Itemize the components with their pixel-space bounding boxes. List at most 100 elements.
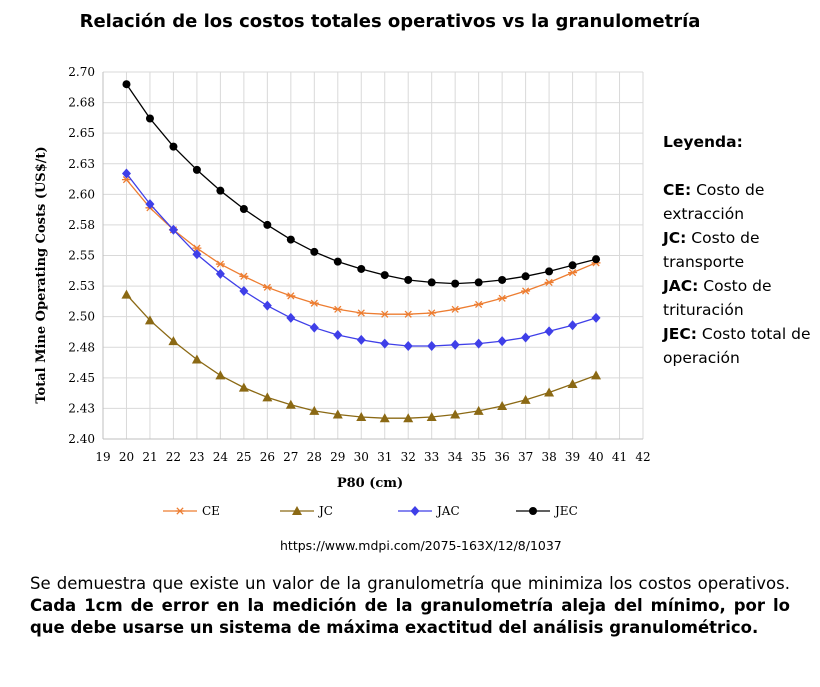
legend-marker xyxy=(175,507,185,515)
data-point-jc xyxy=(285,399,296,409)
legend-item-jc: JC: Costo de transporte xyxy=(663,229,760,271)
data-point-jec xyxy=(380,271,389,280)
data-point-jac xyxy=(121,168,131,179)
data-point-jac xyxy=(450,339,460,350)
series-jec xyxy=(122,80,601,288)
data-point-jc xyxy=(168,336,179,346)
x-tick-label: 41 xyxy=(612,450,627,464)
x-tick-label: 22 xyxy=(166,450,181,464)
x-tick-label: 21 xyxy=(142,450,157,464)
data-point-jec xyxy=(427,278,436,287)
data-point-jec xyxy=(568,261,577,270)
x-tick-label: 19 xyxy=(95,450,110,464)
legend-item-ce: CE: Costo de extracción xyxy=(663,181,765,223)
x-axis-label: P80 (cm) xyxy=(337,476,403,491)
data-point-jec xyxy=(286,235,295,244)
data-point-ce xyxy=(450,305,460,313)
x-tick-label: 23 xyxy=(189,450,204,464)
data-point-ce xyxy=(215,260,225,268)
x-tick-label: 33 xyxy=(424,450,439,464)
data-point-jac xyxy=(544,326,554,337)
data-point-ce xyxy=(568,269,578,277)
data-point-jc xyxy=(121,289,132,299)
y-tick-label: 2.70 xyxy=(68,65,95,79)
x-tick-label: 28 xyxy=(307,450,322,464)
y-tick-label: 2.50 xyxy=(68,310,95,324)
x-tick-labels: 19 20 21 22 23 24 25 26 27 28 29 30 31 32 33 34 35 36 37 38… xyxy=(95,450,650,464)
data-point-jec xyxy=(239,205,248,214)
data-point-jec xyxy=(357,264,366,273)
x-tick-label: 27 xyxy=(283,450,298,464)
chart-legend: CE JC JAC JEC xyxy=(163,504,578,518)
grid-lines xyxy=(102,71,644,440)
data-point-jc xyxy=(567,378,578,388)
data-point-jec xyxy=(310,247,319,256)
data-point-ce xyxy=(474,300,484,309)
data-point-jc xyxy=(591,370,602,380)
data-point-jc xyxy=(309,405,320,415)
data-point-ce xyxy=(309,299,319,307)
data-point-jec xyxy=(169,142,178,151)
legend-label: JC xyxy=(317,504,333,518)
data-point-ce xyxy=(544,278,554,287)
legend-label: CE xyxy=(202,504,220,518)
data-point-jac xyxy=(356,334,366,345)
y-tick-label: 2.48 xyxy=(68,340,95,354)
legend-marker xyxy=(292,506,302,515)
data-point-jac xyxy=(521,332,531,343)
data-point-jc xyxy=(450,409,461,419)
data-point-jc xyxy=(497,400,508,410)
data-point-jc xyxy=(238,382,249,392)
data-point-jec xyxy=(498,275,507,284)
data-point-jc xyxy=(403,413,414,423)
data-point-jac xyxy=(262,300,272,311)
series-jac xyxy=(121,168,601,352)
data-point-ce xyxy=(262,283,272,291)
data-point-ce xyxy=(403,310,413,318)
data-point-ce xyxy=(333,305,343,313)
data-point-jec xyxy=(216,186,225,195)
data-point-jec xyxy=(404,275,413,284)
data-point-ce xyxy=(286,292,296,300)
x-tick-label: 30 xyxy=(354,450,369,464)
caption-paragraph: Se demuestra que existe un valor de la g… xyxy=(30,573,790,639)
data-point-ce xyxy=(239,272,249,280)
y-tick-label: 2.53 xyxy=(68,279,95,293)
y-tick-label: 2.63 xyxy=(68,157,95,171)
y-tick-labels: 2.40 2.43 2.45 2.48 2.50 2.53 2.55 2.58 2.60 2.63… xyxy=(68,65,95,446)
x-tick-label: 24 xyxy=(213,450,229,464)
data-point-jec xyxy=(145,114,154,123)
data-point-ce xyxy=(380,310,390,318)
data-point-jac xyxy=(168,224,178,235)
series-jc xyxy=(121,289,602,423)
data-point-jec xyxy=(545,267,554,276)
x-tick-label: 32 xyxy=(401,450,416,464)
x-tick-label: 29 xyxy=(330,450,345,464)
y-tick-label: 2.55 xyxy=(68,249,95,263)
y-tick-label: 2.68 xyxy=(68,96,95,110)
chart-title: Relación de los costos totales operativo… xyxy=(79,11,701,32)
source-link[interactable]: https://www.mdpi.com/2075-163X/12/8/1037 xyxy=(280,538,562,553)
caption-bold: Cada 1cm de error en la medición de la g… xyxy=(30,596,790,637)
data-point-jc xyxy=(191,354,202,364)
data-point-jac xyxy=(192,249,202,260)
x-tick-label: 35 xyxy=(471,450,486,464)
x-tick-label: 42 xyxy=(635,450,650,464)
y-tick-label: 2.40 xyxy=(68,432,95,446)
x-tick-label: 34 xyxy=(448,450,464,464)
legend-marker xyxy=(410,506,420,516)
data-point-jac xyxy=(474,338,484,349)
y-tick-label: 2.60 xyxy=(68,187,95,201)
legend-panel: Leyenda: CE: Costo de extracción JC: Cos… xyxy=(663,130,813,370)
legend-entry-jec: JEC xyxy=(516,504,578,518)
data-point-jc xyxy=(144,315,155,325)
legend-entry-ce: CE xyxy=(163,504,220,518)
data-point-ce xyxy=(192,244,202,252)
data-point-jec xyxy=(474,278,483,287)
data-point-jac xyxy=(497,336,507,347)
x-tick-label: 26 xyxy=(260,450,275,464)
x-tick-label: 36 xyxy=(494,450,509,464)
data-point-jc xyxy=(332,409,343,419)
data-point-jac xyxy=(427,341,437,352)
data-point-jec xyxy=(521,272,530,281)
